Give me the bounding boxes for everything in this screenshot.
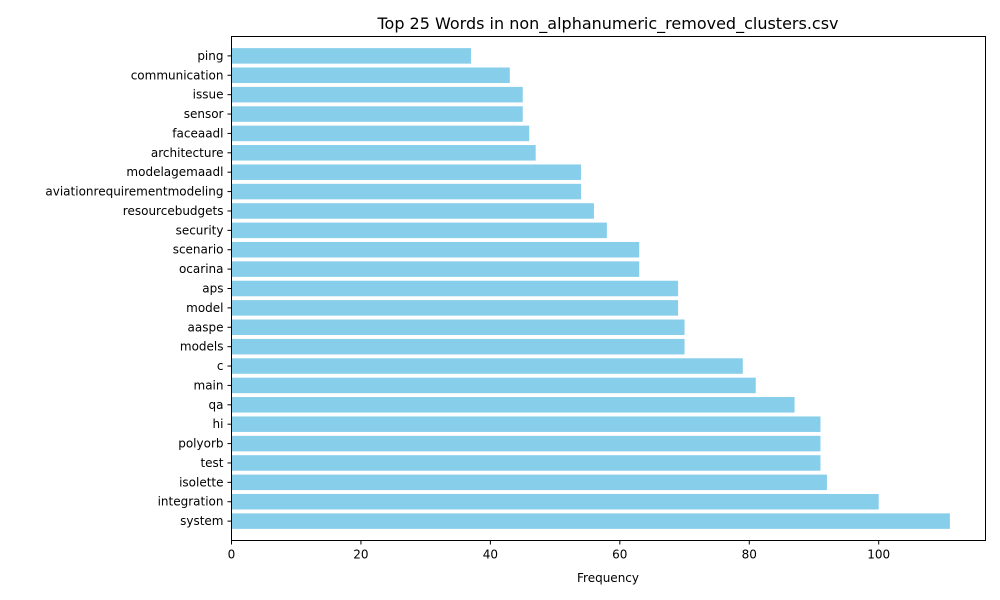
chart-title: Top 25 Words in non_alphanumeric_removed…	[376, 14, 838, 34]
bars-group	[231, 48, 950, 529]
y-tick-label: ocarina	[179, 262, 224, 276]
y-axis-ticks: system integration isolette test polyorb hi qa…	[45, 49, 232, 528]
bar-communication	[231, 67, 510, 84]
bar-aviationrequirementmodeling	[231, 183, 581, 200]
y-tick-label: models	[180, 340, 224, 354]
x-tick-label: 20	[353, 548, 368, 562]
y-tick-label: ping	[197, 49, 223, 63]
y-tick-label: aviationrequirementmodeling	[45, 185, 223, 199]
bar-resourcebudgets	[231, 203, 594, 219]
bar-issue	[231, 86, 523, 103]
bar-aaspe	[231, 319, 685, 336]
bar-modelagemaadl	[231, 164, 581, 180]
y-tick-label: test	[200, 456, 223, 470]
y-tick-label: architecture	[151, 146, 224, 160]
bar-hi	[231, 416, 821, 432]
x-tick-label: 80	[742, 548, 757, 562]
bar-ocarina	[231, 261, 640, 277]
y-tick-label: integration	[158, 495, 224, 509]
bar-ping	[231, 48, 471, 64]
bar-test	[231, 455, 821, 471]
bar-sensor	[231, 106, 523, 122]
y-tick-label: polyorb	[178, 437, 223, 451]
bar-c	[231, 358, 743, 374]
x-axis-ticks: 0 20 40 60 80 100	[228, 540, 890, 562]
bar-scenario	[231, 241, 640, 258]
bar-qa	[231, 397, 795, 413]
bar-faceaadl	[231, 125, 530, 142]
x-tick-label: 40	[483, 548, 498, 562]
y-tick-label: scenario	[173, 243, 224, 257]
x-axis-label: Frequency	[577, 571, 639, 585]
x-tick-label: 60	[612, 548, 627, 562]
bar-models	[231, 338, 685, 355]
y-tick-label: isolette	[179, 475, 223, 489]
x-tick-label: 100	[867, 548, 890, 562]
y-tick-label: main	[194, 378, 224, 392]
y-tick-label: faceaadl	[172, 126, 223, 140]
y-tick-label: resourcebudgets	[123, 204, 224, 218]
bar-aps	[231, 280, 679, 297]
y-tick-label: hi	[213, 417, 224, 431]
y-tick-label: qa	[209, 398, 224, 412]
bar-system	[231, 513, 950, 529]
bar-isolette	[231, 474, 827, 491]
y-tick-label: issue	[193, 88, 224, 102]
y-tick-label: sensor	[184, 107, 224, 121]
plot-frame	[231, 36, 986, 541]
y-tick-label: aps	[202, 282, 223, 296]
bar-integration	[231, 493, 879, 510]
bar-model	[231, 300, 679, 316]
bar-main	[231, 377, 756, 394]
y-tick-label: model	[186, 301, 223, 315]
bar-architecture	[231, 145, 536, 161]
y-tick-label: modelagemaadl	[126, 165, 223, 179]
y-tick-label: communication	[131, 68, 224, 82]
bar-security	[231, 222, 607, 239]
y-tick-label: security	[176, 223, 224, 237]
y-tick-label: c	[217, 359, 224, 373]
y-tick-label: system	[180, 514, 223, 528]
x-tick-label: 0	[228, 548, 236, 562]
bar-polyorb	[231, 435, 821, 452]
y-tick-label: aaspe	[188, 320, 224, 334]
